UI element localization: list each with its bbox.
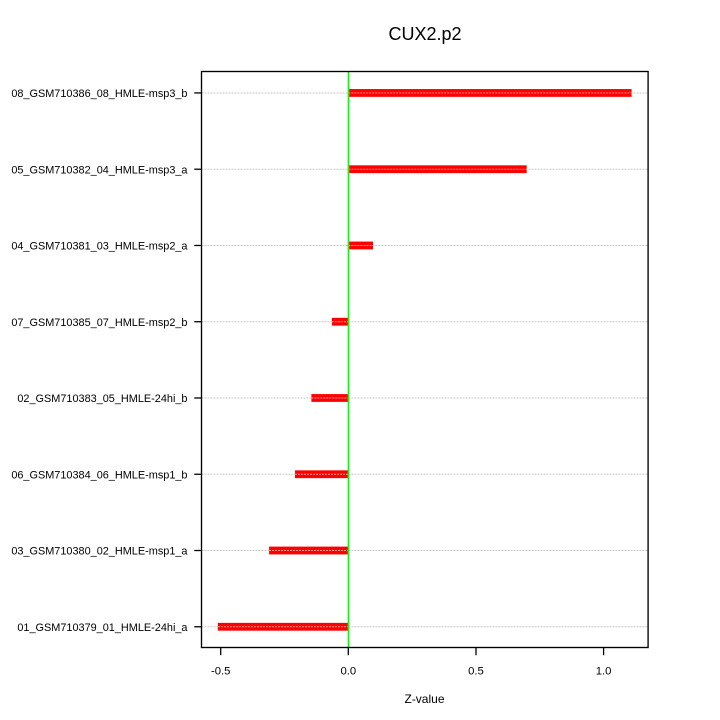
svg-text:0.5: 0.5 [468,665,484,677]
svg-text:0.0: 0.0 [340,665,356,677]
svg-text:01_GSM710379_01_HMLE-24hi_a: 01_GSM710379_01_HMLE-24hi_a [17,622,188,634]
svg-text:1.0: 1.0 [596,665,612,677]
svg-text:CUX2.p2: CUX2.p2 [388,24,461,44]
svg-text:05_GSM710382_04_HMLE-msp3_a: 05_GSM710382_04_HMLE-msp3_a [11,164,188,176]
svg-text:04_GSM710381_03_HMLE-msp2_a: 04_GSM710381_03_HMLE-msp2_a [11,241,188,253]
svg-text:06_GSM710384_06_HMLE-msp1_b: 06_GSM710384_06_HMLE-msp1_b [11,469,187,481]
svg-text:08_GSM710386_08_HMLE-msp3_b: 08_GSM710386_08_HMLE-msp3_b [11,88,187,100]
svg-text:-0.5: -0.5 [211,665,230,677]
svg-text:03_GSM710380_02_HMLE-msp1_a: 03_GSM710380_02_HMLE-msp1_a [11,546,188,558]
svg-text:07_GSM710385_07_HMLE-msp2_b: 07_GSM710385_07_HMLE-msp2_b [11,317,187,329]
svg-text:Z-value: Z-value [404,692,444,706]
svg-text:02_GSM710383_05_HMLE-24hi_b: 02_GSM710383_05_HMLE-24hi_b [17,393,187,405]
